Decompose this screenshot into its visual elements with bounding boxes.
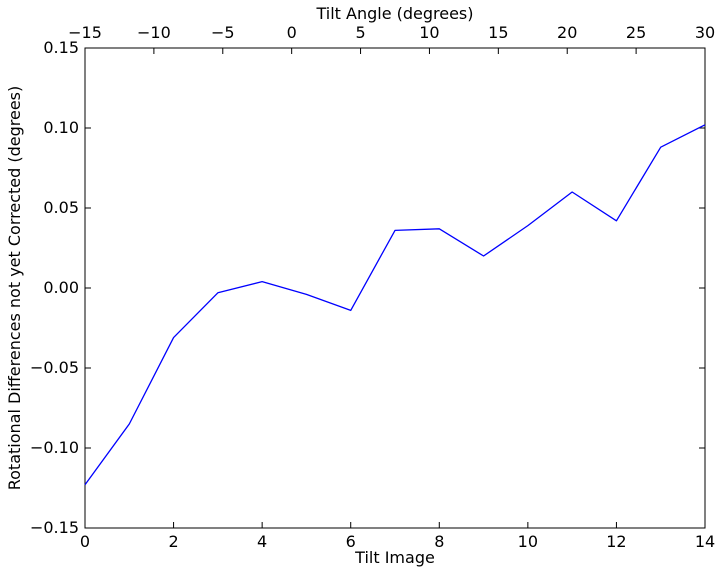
data-line <box>84 124 706 486</box>
x-tick-label: 6 <box>346 532 356 551</box>
y-tick-label: 0.00 <box>43 278 79 297</box>
top-x-tick-label: −15 <box>68 23 102 42</box>
top-x-tick-label: 5 <box>355 23 365 42</box>
y-tick-label: −0.05 <box>30 358 79 377</box>
y-tick-label: −0.15 <box>30 518 79 537</box>
top-x-tick-label: −10 <box>137 23 171 42</box>
top-x-tick-label: 0 <box>287 23 297 42</box>
bottom-axis-title: Tilt Image <box>354 548 435 567</box>
x-tick-label: 14 <box>695 532 715 551</box>
x-tick-label: 8 <box>434 532 444 551</box>
top-x-tick-label: −5 <box>211 23 235 42</box>
left-axis-title: Rotational Differences not yet Corrected… <box>5 86 24 491</box>
x-tick-label: 0 <box>80 532 90 551</box>
x-tick-label: 10 <box>518 532 538 551</box>
top-x-tick-label: 15 <box>488 23 508 42</box>
x-tick-label: 4 <box>257 532 267 551</box>
axes-frame <box>84 47 706 529</box>
y-tick-label: 0.05 <box>43 198 79 217</box>
top-x-tick-label: 30 <box>695 23 715 42</box>
y-tick-label: 0.10 <box>43 118 79 137</box>
y-tick-label: 0.15 <box>43 38 79 57</box>
plot-area: 0 2 4 6 8 10 12 14 −15 −10 −5 0 5 10 15 20 25 30 −0.15 −0.1… <box>30 23 715 551</box>
top-x-tick-label: 20 <box>557 23 577 42</box>
y-tick-label: −0.10 <box>30 438 79 457</box>
top-x-tick-label: 25 <box>626 23 646 42</box>
top-x-tick-label: 10 <box>419 23 439 42</box>
top-axis-title: Tilt Angle (degrees) <box>315 4 473 23</box>
x-tick-label: 2 <box>168 532 178 551</box>
x-tick-label: 12 <box>606 532 626 551</box>
